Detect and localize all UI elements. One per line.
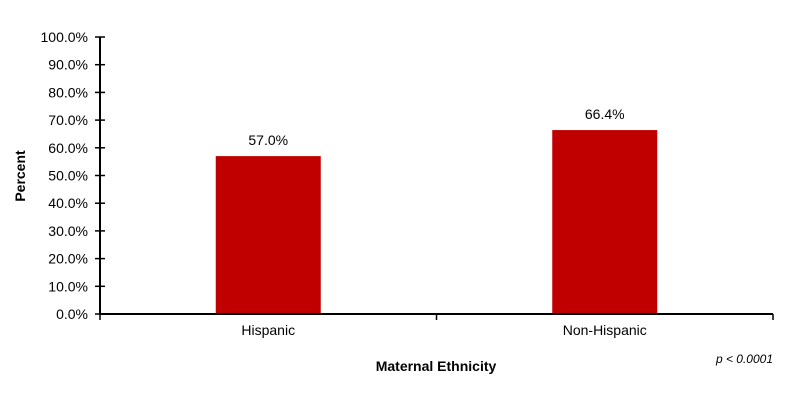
y-tick-label: 60.0% — [48, 140, 88, 156]
bar-hispanic — [215, 156, 321, 314]
bar-non-hispanic — [552, 130, 658, 314]
y-tick-label: 0.0% — [56, 306, 88, 322]
y-tick-label: 40.0% — [48, 195, 88, 211]
y-axis-label: Percent — [12, 150, 28, 202]
y-tick-label: 100.0% — [41, 29, 88, 45]
x-tick-label: Hispanic — [241, 322, 295, 338]
p-value-annotation: p < 0.0001 — [715, 352, 773, 366]
y-tick-label: 10.0% — [48, 278, 88, 294]
data-label: 57.0% — [248, 132, 288, 148]
x-axis-label: Maternal Ethnicity — [376, 358, 497, 374]
x-tick-label: Non-Hispanic — [563, 322, 647, 338]
y-tick-label: 80.0% — [48, 84, 88, 100]
data-label: 66.4% — [585, 106, 625, 122]
y-tick-label: 50.0% — [48, 168, 88, 184]
y-tick-label: 20.0% — [48, 251, 88, 267]
y-tick-label: 30.0% — [48, 223, 88, 239]
y-tick-label: 70.0% — [48, 112, 88, 128]
y-tick-label: 90.0% — [48, 57, 88, 73]
